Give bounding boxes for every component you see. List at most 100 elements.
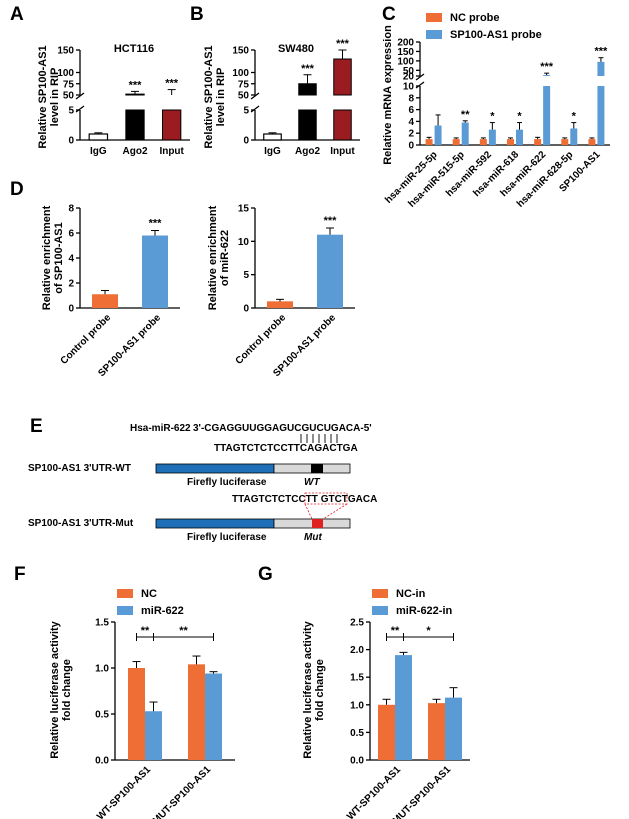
bar (507, 139, 514, 145)
y-tick-label: 0 (68, 304, 74, 315)
mirna-sequence: 3'-CGAGGUUGGAGUCGUCUGACA-5' (193, 423, 372, 434)
y-tick-label: 1.5 (95, 618, 109, 629)
axis-break-mark (415, 73, 425, 81)
legend-label: NC-in (396, 588, 426, 600)
panel-e-schematic: E Hsa-miR-622 3'-CGAGGUUGGAGUCGUCUGACA-5… (28, 416, 377, 543)
wt-luciferase-box (155, 463, 275, 474)
bar (452, 139, 460, 145)
y-tick-label: 2 (68, 279, 74, 290)
bar (425, 139, 433, 145)
bar (561, 139, 569, 145)
significance-label: *** (301, 63, 315, 75)
bar-upper (333, 58, 352, 96)
y-axis-label-line: of miR-622 (219, 230, 231, 286)
bar (128, 668, 145, 760)
legend-swatch (117, 589, 133, 598)
axis-break-mark (75, 92, 85, 100)
significance-label: *** (595, 46, 609, 58)
y-axis-label: Relative luciferase activityfold change (49, 620, 73, 758)
y-axis-label-line: level in RIP (215, 68, 227, 127)
panel-label: G (258, 564, 273, 585)
y-axis-label: Relative mRNA expression (382, 25, 394, 165)
y-tick-label: 100 (397, 56, 414, 67)
y-tick-label: 0.0 (350, 756, 364, 767)
y-tick-label: 0 (408, 141, 414, 152)
mut-sequence: TTAGTCTCTCCTT GTCTGACA (232, 494, 377, 505)
panel-label: B (190, 4, 204, 25)
y-axis-label-line: fold change (61, 659, 73, 721)
bar (395, 655, 412, 760)
mut-zoom-line-left (304, 503, 313, 520)
y-tick-label: 6 (408, 105, 414, 116)
y-axis-label-line: Relative mRNA expression (382, 25, 394, 165)
legend-swatch (117, 606, 133, 615)
y-tick-label: 0 (243, 136, 249, 147)
legend-label: SP100-AS1 probe (450, 29, 542, 41)
bar (205, 673, 222, 760)
significance-label: * (517, 111, 522, 123)
y-tick-label: 150 (397, 47, 414, 58)
y-axis-label-line: Relative SP100-AS1 (203, 45, 215, 148)
legend-label: miR-622-in (396, 605, 453, 617)
bar (188, 664, 205, 760)
bar (488, 129, 496, 145)
x-tick-label: Ago2 (295, 146, 320, 157)
y-tick-label: 75 (63, 79, 75, 90)
significance-label: ** (391, 625, 400, 637)
y-tick-label: 4 (408, 117, 414, 128)
significance-label: *** (540, 61, 554, 73)
y-tick-label: 5 (243, 106, 249, 117)
bar (145, 711, 162, 760)
y-tick-label: 1.0 (350, 700, 364, 711)
bar-upper (298, 83, 317, 96)
bar (92, 294, 118, 308)
y-tick-label: 2.5 (350, 618, 364, 629)
x-tick-label: IgG (264, 146, 281, 157)
axis-break-mark (415, 81, 425, 89)
axis-break-mark (75, 105, 85, 113)
mut-sequence-mutated: GTCTGACA (321, 494, 378, 505)
y-axis-label-line: level in RIP (49, 68, 61, 127)
y-tick-label: 75 (238, 79, 250, 90)
mut-construct-label: SP100-AS1 3'UTR-Mut (28, 518, 134, 529)
bar (162, 109, 182, 141)
y-axis-label-line: Relative luciferase activity (49, 620, 61, 758)
panel-label: D (10, 179, 24, 200)
bar (428, 703, 445, 760)
y-tick-label: 200 (397, 38, 414, 49)
y-axis-label: Relative enrichmentof miR-622 (207, 205, 231, 310)
mut-luciferase-label: Firefly luciferase (187, 532, 267, 543)
significance-label: * (490, 111, 495, 123)
mirna-label: Hsa-miR-622 (130, 423, 191, 434)
significance-label: *** (324, 215, 338, 227)
y-tick-label: 1.0 (95, 664, 109, 675)
significance-label: ** (461, 109, 470, 121)
bar (378, 704, 395, 760)
mut-luciferase-box (155, 518, 275, 529)
y-axis-label-line: of SP100-AS1 (53, 222, 65, 294)
y-tick-label: 150 (57, 46, 74, 57)
y-tick-label: 2.0 (350, 645, 364, 656)
x-tick-label: Input (330, 146, 355, 157)
bar (570, 128, 578, 145)
legend-label: miR-622 (141, 605, 184, 617)
y-tick-label: 5 (243, 270, 249, 281)
significance-label: *** (129, 79, 143, 91)
bar (434, 125, 442, 145)
legend-swatch (372, 606, 388, 615)
y-tick-label: 0.0 (95, 756, 109, 767)
axis-break-mark (250, 105, 260, 113)
x-tick-label: IgG (90, 146, 107, 157)
y-tick-label: 2 (408, 129, 414, 140)
wt-sequence: TTAGTCTCTCCTTCAGACTGA (214, 443, 358, 454)
bar-upper (543, 75, 551, 76)
panel-label-e: E (30, 416, 43, 437)
y-tick-label: 8 (68, 204, 74, 215)
y-tick-label: 0.5 (95, 710, 109, 721)
significance-label: *** (149, 218, 163, 230)
y-tick-label: 6 (68, 229, 74, 240)
axis-break-mark (250, 92, 260, 100)
bar (479, 139, 487, 145)
chart-title: HCT116 (114, 43, 154, 55)
